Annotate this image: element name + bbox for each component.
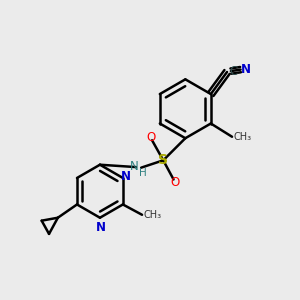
Text: CH₃: CH₃ (233, 132, 252, 142)
Text: N: N (95, 221, 106, 234)
Text: C: C (230, 64, 238, 78)
Text: CH₃: CH₃ (143, 210, 162, 220)
Text: O: O (146, 131, 155, 144)
Text: N: N (130, 160, 138, 173)
Text: N: N (121, 170, 131, 183)
Text: O: O (170, 176, 180, 189)
Text: S: S (158, 153, 168, 167)
Text: H: H (140, 168, 147, 178)
Text: N: N (241, 63, 251, 76)
